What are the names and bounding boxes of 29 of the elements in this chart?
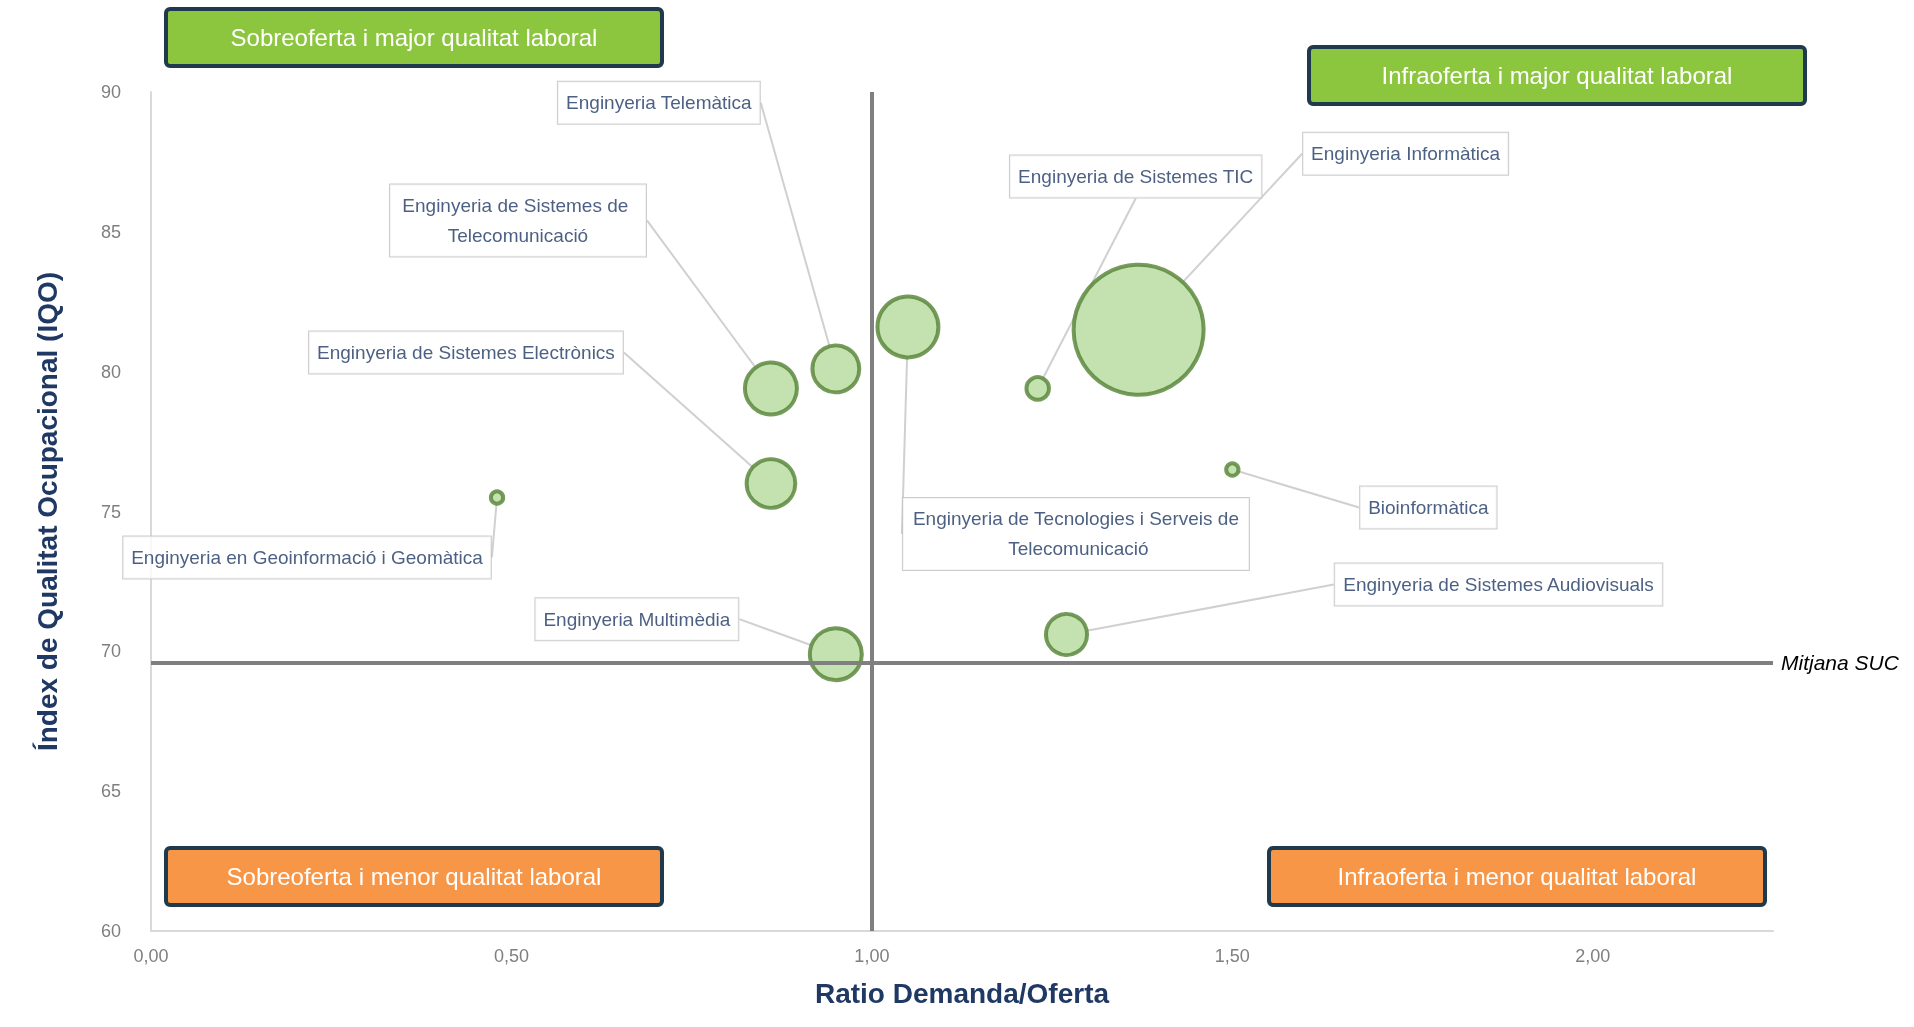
text: Enginyeria en Geoinformació i Geomàtica [131, 547, 484, 569]
x-axis-title: Ratio Demanda/Oferta [814, 977, 1110, 1009]
x-tick-label: 1,00 [854, 946, 890, 966]
text: Enginyeria Multimèdia [543, 608, 731, 630]
y-tick-label: 80 [100, 361, 121, 382]
text: Enginyeria Telemàtica [566, 92, 753, 114]
y-tick-label: 75 [100, 501, 121, 522]
text: Enginyeria de Sistemes Electrònics [317, 342, 615, 364]
quadrant-label-box: Sobreoferta i menor qualitat laboral [164, 846, 664, 907]
quadrant-label-box: Infraoferta i menor qualitat laboral [1267, 846, 1767, 907]
ref-line-label: Mitjana SUC [1781, 651, 1900, 675]
x-tick-label: 0,50 [493, 946, 529, 966]
quadrant-label-box: Sobreoferta i major qualitat laboral [164, 7, 664, 68]
quadrant-label-box: Infraoferta i major qualitat laboral [1307, 45, 1807, 106]
y-tick-label: 85 [100, 221, 121, 242]
text: Enginyeria de Sistemes de Telecomunicació [402, 194, 634, 246]
text: Bioinformàtica [1368, 497, 1489, 519]
y-tick-label: 60 [100, 921, 121, 941]
y-tick-label: 65 [100, 781, 121, 802]
text: Enginyeria Informàtica [1311, 143, 1501, 165]
x-tick-label: 2,00 [1575, 946, 1611, 966]
text: Enginyeria de Tecnologies i Serveis de Telecomunicació [912, 508, 1239, 560]
y-axis-title: Índex de Qualitat Ocupacional (IQO) [31, 271, 63, 752]
x-tick-label: 0,00 [133, 946, 169, 966]
text: Enginyeria de Sistemes TIC [1018, 165, 1254, 187]
x-tick-label: 1,50 [1214, 946, 1250, 966]
y-tick-label: 70 [100, 641, 121, 662]
y-tick-label: 90 [100, 82, 121, 102]
text: Enginyeria de Sistemes Audiovisuals [1343, 574, 1654, 596]
